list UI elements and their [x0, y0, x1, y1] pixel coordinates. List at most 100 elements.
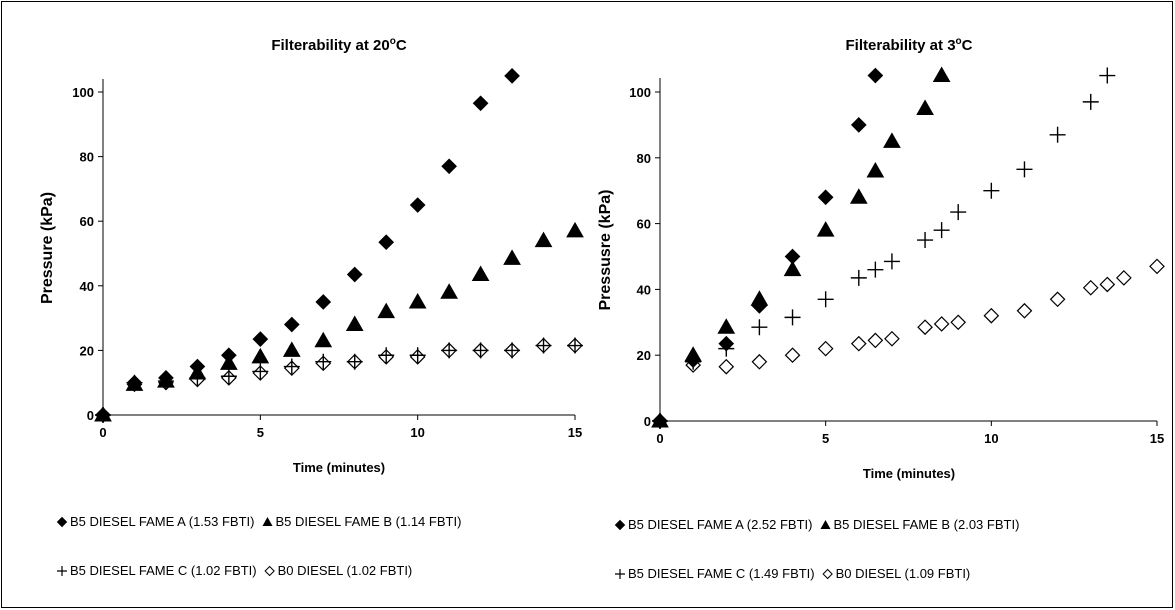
data-point — [283, 316, 300, 333]
series-1 — [652, 67, 884, 429]
legend-label: B5 DIESEL FAME A (2.52 FBTI) — [628, 517, 812, 532]
data-point — [917, 232, 934, 249]
data-point — [849, 188, 868, 204]
data-point — [504, 68, 520, 84]
data-point — [933, 316, 950, 332]
data-point — [717, 318, 736, 334]
data-point — [867, 261, 884, 278]
legend-marker — [57, 566, 67, 576]
y-tick-label: 0 — [87, 408, 94, 423]
data-point — [917, 319, 933, 336]
data-point — [783, 260, 802, 277]
series-2 — [651, 66, 951, 428]
data-point — [472, 342, 489, 359]
data-point — [472, 95, 489, 112]
data-point — [1099, 67, 1116, 84]
data-point — [817, 340, 834, 357]
data-point — [1082, 93, 1099, 110]
y-tick-label: 20 — [80, 343, 94, 358]
data-point — [378, 234, 395, 251]
y-axis-label: Pressusre (kPa) — [597, 190, 614, 311]
data-point — [315, 353, 332, 370]
y-tick-label: 100 — [72, 85, 94, 100]
data-point — [504, 342, 521, 359]
data-point — [866, 161, 885, 178]
data-point — [1049, 126, 1066, 143]
data-point — [252, 363, 269, 380]
data-point — [1016, 302, 1033, 319]
data-point — [751, 353, 768, 370]
data-point — [346, 353, 363, 370]
y-tick-label: 40 — [80, 279, 94, 294]
data-point — [315, 294, 332, 310]
data-point — [409, 197, 426, 213]
data-point — [1149, 258, 1165, 275]
data-point — [983, 307, 1000, 324]
data-point — [441, 158, 457, 175]
data-point — [314, 331, 333, 348]
x-axis-label: Time (minutes) — [863, 466, 955, 481]
y-tick-label: 80 — [637, 151, 651, 166]
data-point — [916, 99, 934, 115]
data-point — [1049, 291, 1066, 308]
x-tick-label: 5 — [822, 431, 829, 446]
data-point — [817, 189, 834, 206]
degree-symbol: o — [956, 36, 962, 47]
data-point — [652, 413, 668, 429]
chart-1: Filterability at 20oC 0 20 40 60 80 100 0 5 10 15 T… — [39, 36, 584, 578]
data-point — [566, 221, 584, 238]
legend-label: B0 DIESEL (1.02 FBTI) — [278, 563, 413, 578]
data-point — [784, 248, 801, 265]
legend-marker — [820, 520, 831, 529]
data-point — [409, 347, 426, 364]
data-point — [221, 347, 237, 364]
series-3 — [652, 67, 1116, 429]
data-point — [884, 330, 900, 347]
data-point — [685, 352, 701, 368]
degree-symbol: o — [390, 36, 396, 47]
data-point — [850, 269, 867, 286]
data-point — [867, 67, 884, 84]
x-tick-label: 0 — [656, 431, 663, 446]
data-point — [189, 358, 206, 375]
chart-title: Filterability at 3oC — [846, 36, 973, 54]
data-point — [883, 253, 900, 270]
legend-label: B5 DIESEL FAME A (1.53 FBTI) — [70, 514, 254, 529]
data-point — [471, 265, 490, 281]
data-point — [751, 298, 768, 314]
y-axis-label: Pressure (kPa) — [39, 192, 56, 304]
data-point — [441, 342, 458, 359]
data-point — [535, 337, 552, 354]
data-point — [751, 319, 768, 336]
legend-marker — [614, 519, 626, 531]
data-point — [718, 335, 735, 352]
data-point — [440, 283, 458, 299]
legend-marker — [56, 516, 68, 528]
data-point — [345, 315, 364, 332]
data-point — [932, 66, 951, 83]
y-tick-label: 0 — [644, 414, 651, 429]
data-point — [282, 341, 301, 357]
x-axis-label: Time (minutes) — [293, 460, 385, 475]
data-point — [346, 266, 363, 283]
y-tick-label: 80 — [80, 150, 94, 165]
x-tick-label: 10 — [410, 425, 424, 440]
data-point — [817, 291, 834, 308]
y-tick-label: 100 — [629, 85, 651, 100]
y-tick-label: 60 — [80, 214, 94, 229]
x-tick-label: 10 — [984, 431, 998, 446]
legend-label: B5 DIESEL FAME C (1.49 FBTI) — [628, 566, 815, 581]
data-point — [1016, 161, 1033, 178]
x-tick-label: 15 — [1150, 431, 1164, 446]
legend-marker — [615, 569, 625, 579]
data-point — [950, 204, 967, 221]
data-point — [534, 231, 553, 248]
y-tick-label: 60 — [637, 217, 651, 232]
data-point — [850, 335, 867, 352]
data-point — [377, 302, 396, 319]
data-point — [784, 347, 801, 364]
data-point — [1116, 270, 1132, 286]
data-point — [850, 117, 867, 133]
